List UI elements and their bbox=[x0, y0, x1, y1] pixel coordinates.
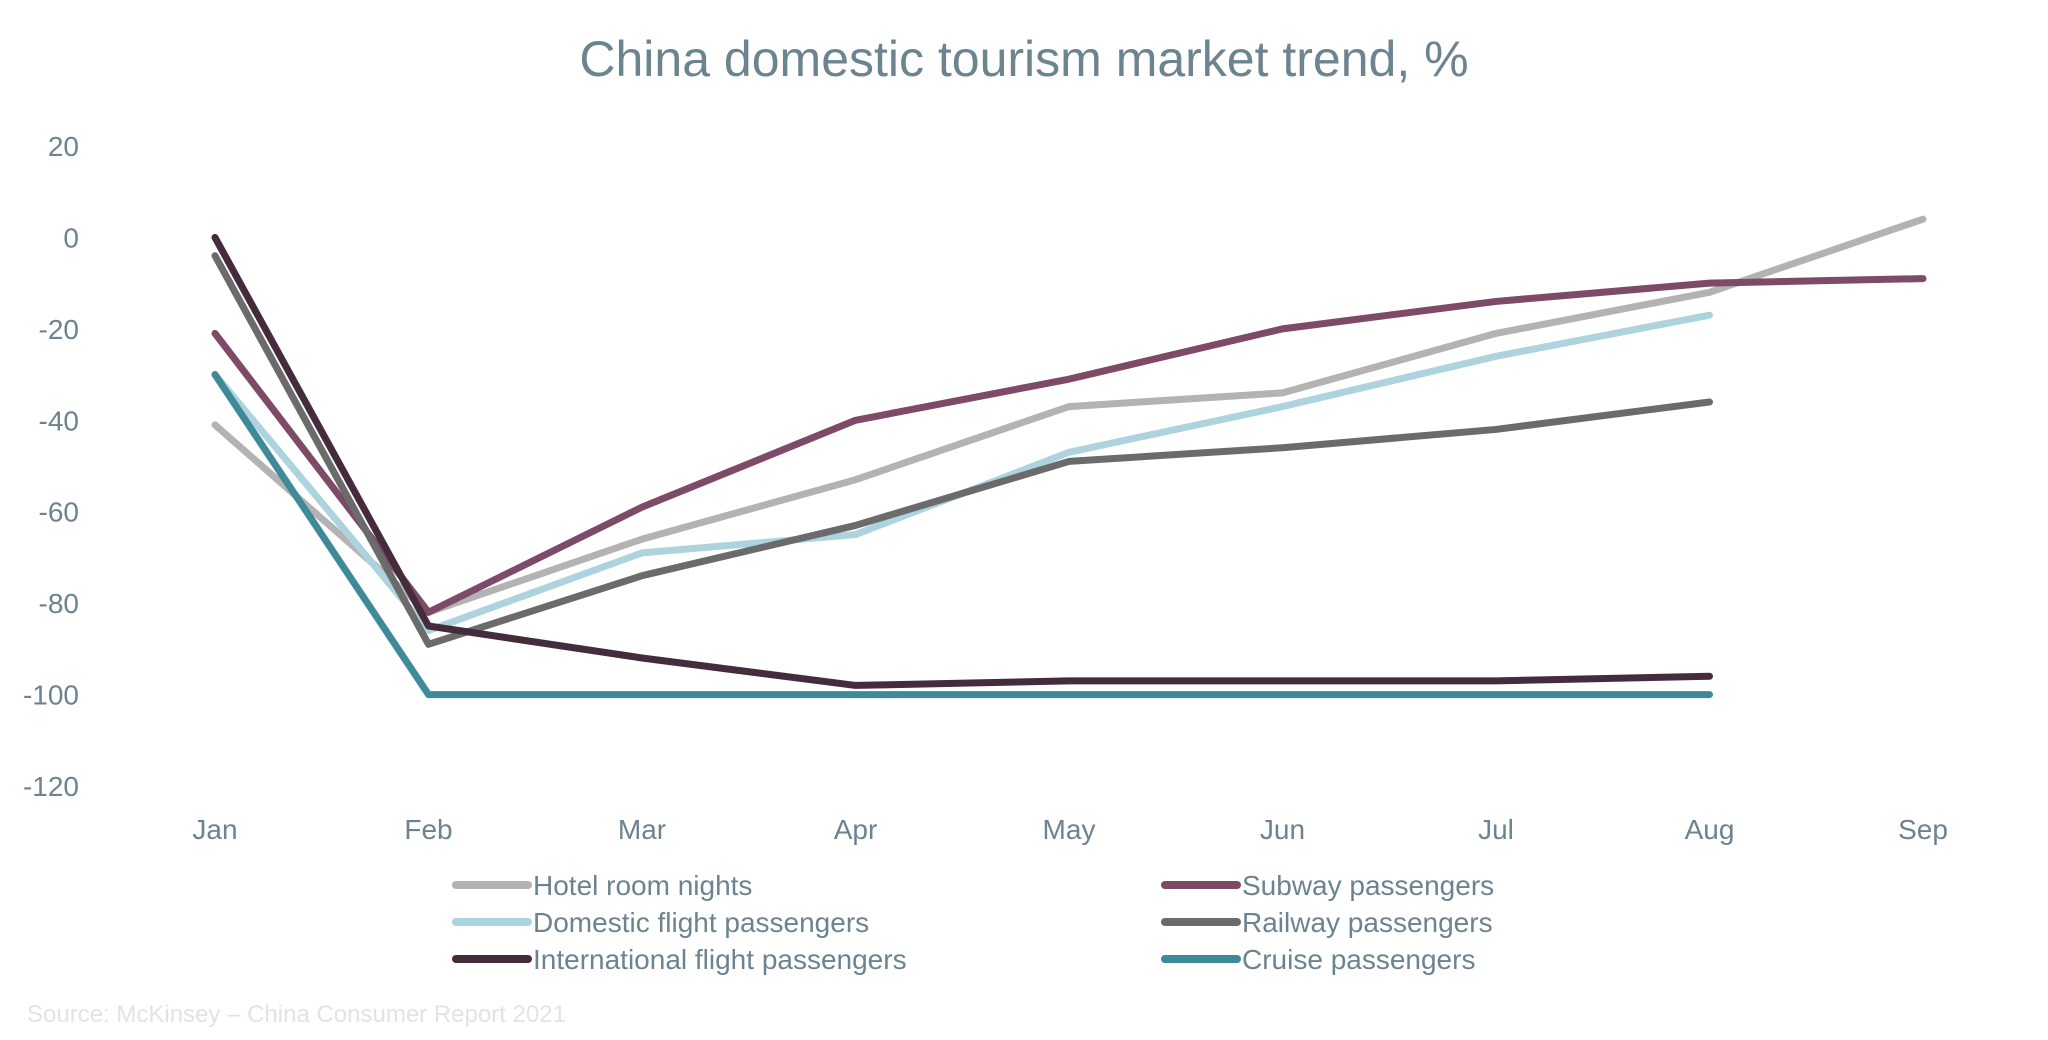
x-tick-label: Jul bbox=[1478, 814, 1514, 845]
series-line-hotel-room-nights bbox=[211, 215, 1927, 616]
y-tick-label: -60 bbox=[39, 497, 79, 528]
legend-label: International flight passengers bbox=[533, 944, 907, 975]
x-axis-ticks: Jan Feb Mar Apr May Jun Jul Aug Sep bbox=[192, 814, 1947, 845]
x-tick-label: Jan bbox=[192, 814, 237, 845]
x-tick-label: Jun bbox=[1260, 814, 1305, 845]
series-lines bbox=[211, 215, 1927, 699]
legend-item: Domestic flight passengers bbox=[452, 907, 869, 938]
x-tick-label: Aug bbox=[1685, 814, 1735, 845]
y-tick-label: -80 bbox=[39, 588, 79, 619]
legend-item: Hotel room nights bbox=[452, 870, 752, 901]
legend-label: Domestic flight passengers bbox=[533, 907, 869, 938]
chart-title: China domestic tourism market trend, % bbox=[579, 31, 1468, 87]
series-line-railway-passengers bbox=[211, 252, 1713, 648]
legend-item: Subway passengers bbox=[1161, 870, 1494, 901]
legend-label: Railway passengers bbox=[1242, 907, 1493, 938]
source-note: Source: McKinsey – China Consumer Report… bbox=[27, 1001, 566, 1028]
y-tick-label: -100 bbox=[23, 680, 79, 711]
y-axis-ticks: 20 0 -20 -40 -60 -80 -100 -120 bbox=[23, 131, 79, 802]
legend-label: Cruise passengers bbox=[1242, 944, 1475, 975]
legend-label: Hotel room nights bbox=[533, 870, 752, 901]
x-tick-label: Mar bbox=[618, 814, 666, 845]
series-line-cruise-passengers bbox=[211, 371, 1713, 699]
series-line-domestic-flight-passengers bbox=[211, 311, 1713, 635]
x-tick-label: Sep bbox=[1898, 814, 1948, 845]
legend: Hotel room nights Subway passengers Domest… bbox=[452, 870, 1494, 975]
legend-item: International flight passengers bbox=[452, 944, 907, 975]
y-tick-label: -20 bbox=[39, 314, 79, 345]
y-tick-label: 0 bbox=[63, 222, 79, 253]
legend-item: Cruise passengers bbox=[1161, 944, 1475, 975]
y-tick-label: -120 bbox=[23, 771, 79, 802]
series-line-international-flight-passengers bbox=[211, 233, 1713, 689]
x-tick-label: Feb bbox=[404, 814, 452, 845]
x-tick-label: May bbox=[1043, 814, 1096, 845]
series-line-subway-passengers bbox=[211, 275, 1927, 616]
x-tick-label: Apr bbox=[834, 814, 878, 845]
legend-item: Railway passengers bbox=[1161, 907, 1493, 938]
y-tick-label: 20 bbox=[48, 131, 79, 162]
legend-label: Subway passengers bbox=[1242, 870, 1494, 901]
y-tick-label: -40 bbox=[39, 405, 79, 436]
